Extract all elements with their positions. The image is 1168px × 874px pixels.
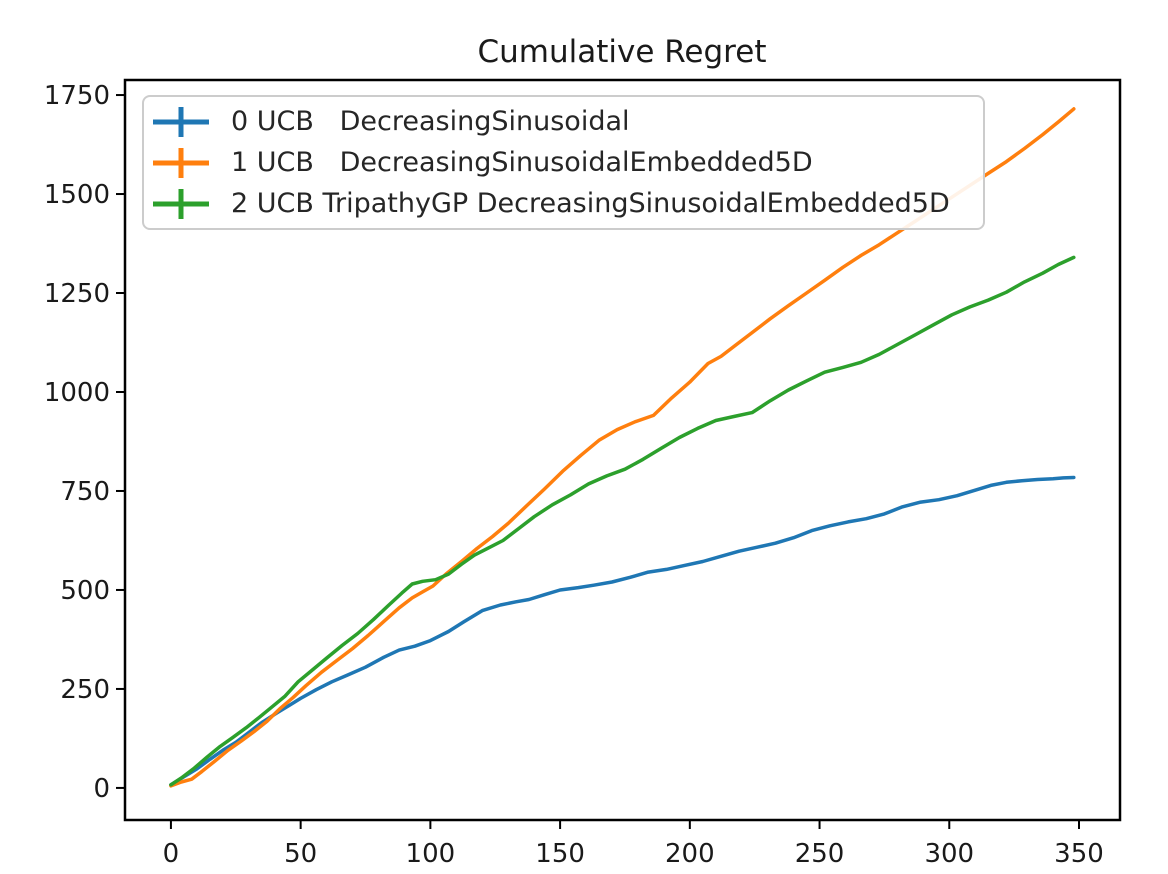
y-tick-label: 750 xyxy=(60,477,110,507)
errorbar-marker-icon xyxy=(153,188,209,219)
legend-label: 1 UCB DecreasingSinusoidalEmbedded5D xyxy=(231,147,813,178)
legend: 0 UCB DecreasingSinusoidal 1 UCB Decreas… xyxy=(142,95,985,230)
x-axis: 0 50 100 150 200 250 300 350 xyxy=(163,820,1104,869)
x-tick-label: 150 xyxy=(535,839,585,869)
x-tick-label: 100 xyxy=(406,839,456,869)
x-tick-label: 0 xyxy=(163,839,180,869)
y-tick-label: 0 xyxy=(93,774,110,804)
errorbar-marker-icon xyxy=(153,147,209,178)
x-tick-label: 50 xyxy=(284,839,317,869)
y-tick-label: 1750 xyxy=(44,81,110,111)
x-tick-label: 200 xyxy=(665,839,715,869)
y-tick-label: 1500 xyxy=(44,180,110,210)
errorbar-marker-icon xyxy=(153,106,209,137)
legend-label: 0 UCB DecreasingSinusoidal xyxy=(231,106,630,137)
legend-item-0: 0 UCB DecreasingSinusoidal xyxy=(152,102,983,142)
axes-spines xyxy=(123,78,1122,822)
x-tick-label: 300 xyxy=(924,839,974,869)
series-line-0 xyxy=(169,475,1076,787)
legend-label: 2 UCB TripathyGP DecreasingSinusoidalEmb… xyxy=(231,188,950,219)
y-tick-label: 250 xyxy=(60,675,110,705)
y-tick-label: 500 xyxy=(60,576,110,606)
y-tick-label: 1000 xyxy=(44,378,110,408)
legend-item-1: 1 UCB DecreasingSinusoidalEmbedded5D xyxy=(152,143,983,183)
x-tick-label: 250 xyxy=(795,839,845,869)
legend-item-2: 2 UCB TripathyGP DecreasingSinusoidalEmb… xyxy=(152,184,983,224)
y-tick-label: 1250 xyxy=(44,279,110,309)
chart-title: Cumulative Regret xyxy=(478,34,767,70)
y-axis: 0 250 500 750 1000 1250 1500 1750 xyxy=(44,81,125,804)
series-line-2 xyxy=(169,255,1076,787)
x-tick-label: 350 xyxy=(1054,839,1104,869)
